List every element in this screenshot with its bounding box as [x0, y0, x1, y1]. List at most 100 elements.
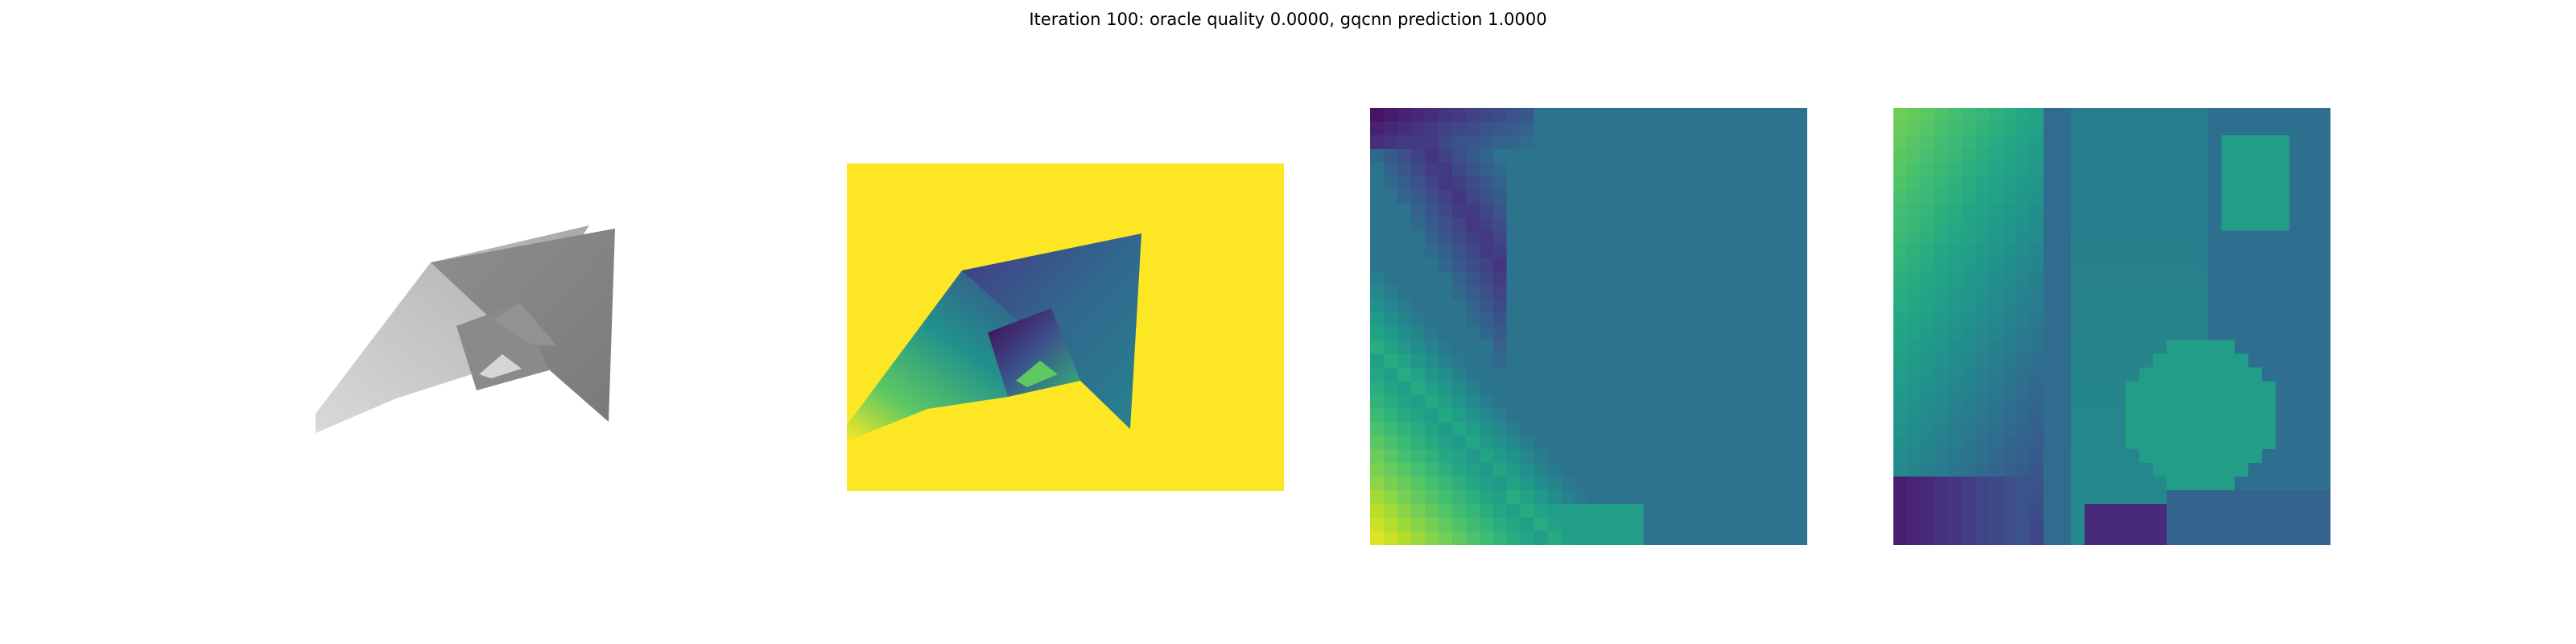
crop-pixel [1602, 312, 1616, 327]
crop-pixel [2317, 175, 2330, 191]
crop-pixel [1616, 340, 1630, 354]
crop-pixel [1947, 394, 1963, 409]
crop-pixel [2043, 299, 2058, 313]
crop-pixel [1520, 490, 1534, 505]
crop-pixel [1370, 134, 1385, 150]
crop-pixel [1947, 217, 1963, 232]
crop-pixel [2029, 477, 2044, 491]
crop-pixel [1479, 408, 1494, 423]
crop-pixel [2166, 531, 2181, 545]
crop-pixel [1893, 436, 1908, 450]
crop-pixel [1684, 477, 1699, 491]
crop-pixel [1616, 189, 1630, 204]
crop-pixel [1893, 408, 1908, 423]
crop-pixel [2153, 162, 2167, 177]
crop-pixel [2221, 312, 2235, 327]
crop-pixel [2262, 408, 2277, 423]
crop-pixel [1988, 463, 2004, 477]
crop-pixel [1643, 121, 1657, 136]
crop-pixel [1561, 408, 1575, 423]
crop-pixel [1575, 299, 1589, 313]
crop-pixel [2084, 531, 2099, 545]
crop-pixel [2098, 162, 2112, 177]
crop-pixel [1934, 394, 1949, 409]
crop-pixel [2221, 203, 2235, 218]
crop-pixel [1383, 381, 1398, 395]
crop-pixel [1397, 381, 1412, 395]
crop-pixel [1684, 353, 1699, 368]
crop-pixel [1520, 367, 1534, 382]
crop-pixel [1506, 258, 1521, 272]
crop-pixel [1397, 408, 1412, 423]
crop-pixel [1438, 518, 1453, 532]
crop-pixel [2002, 531, 2017, 545]
crop-pixel [1397, 312, 1412, 327]
crop-pixel [1988, 326, 2004, 341]
crop-pixel [1602, 244, 1616, 258]
crop-pixel [1947, 463, 1963, 477]
crop-pixel [2262, 162, 2277, 177]
crop-pixel [1739, 312, 1753, 327]
crop-pixel [2303, 449, 2318, 464]
crop-pixel [1602, 490, 1616, 505]
crop-pixel [2303, 394, 2318, 409]
crop-pixel [1794, 504, 1807, 518]
crop-pixel [1479, 340, 1494, 354]
crop-pixel [2002, 381, 2017, 395]
crop-pixel [2139, 394, 2153, 409]
crop-pixel [1780, 340, 1794, 354]
crop-pixel [1739, 367, 1753, 382]
crop-pixel [2112, 108, 2126, 122]
crop-pixel [1370, 108, 1385, 122]
crop-pixel [1657, 189, 1671, 204]
crop-pixel [2125, 340, 2140, 354]
crop-pixel [2084, 408, 2099, 423]
crop-pixel [1451, 175, 1467, 191]
crop-pixel [1906, 340, 1922, 354]
crop-pixel [1920, 531, 1935, 545]
crop-pixel [2180, 244, 2194, 258]
crop-pixel [1424, 244, 1439, 258]
crop-pixel [1383, 189, 1398, 204]
crop-pixel [1424, 381, 1439, 395]
crop-pixel [1575, 394, 1589, 409]
crop-pixel [1684, 217, 1699, 232]
crop-pixel [1906, 408, 1922, 423]
crop-pixel [2112, 121, 2126, 136]
crop-pixel [1711, 162, 1726, 177]
crop-pixel [2248, 230, 2263, 246]
crop-pixel [2043, 175, 2058, 191]
crop-pixel [1670, 217, 1685, 232]
crop-pixel [2125, 148, 2140, 163]
crop-pixel [1547, 394, 1562, 409]
crop-pixel [1698, 477, 1712, 491]
crop-pixel [2016, 134, 2031, 150]
crop-pixel [1438, 381, 1453, 395]
crop-pixel [2262, 108, 2277, 122]
crop-pixel [2057, 477, 2071, 491]
crop-pixel [1465, 312, 1480, 327]
crop-pixel [1752, 504, 1767, 518]
crop-pixel [2029, 285, 2044, 299]
crop-pixel [1975, 436, 1990, 450]
crop-pixel [1893, 353, 1908, 368]
crop-pixel [1602, 134, 1616, 150]
crop-pixel [1397, 436, 1412, 450]
crop-pixel [1739, 504, 1753, 518]
crop-pixel [1725, 244, 1740, 258]
crop-pixel [1561, 353, 1575, 368]
crop-pixel [1561, 121, 1575, 136]
crop-pixel [2194, 518, 2208, 532]
crop-pixel [2166, 189, 2181, 204]
crop-pixel [1988, 175, 2004, 191]
crop-pixel [1424, 504, 1439, 518]
crop-pixel [1988, 490, 2004, 505]
crop-pixel [2153, 436, 2167, 450]
crop-pixel [2084, 244, 2099, 258]
crop-pixel [1506, 230, 1521, 246]
crop-pixel [2153, 121, 2167, 136]
crop-pixel [2317, 367, 2330, 382]
crop-pixel [1410, 312, 1426, 327]
crop-pixel [1561, 134, 1575, 150]
crop-pixel [1670, 449, 1685, 464]
